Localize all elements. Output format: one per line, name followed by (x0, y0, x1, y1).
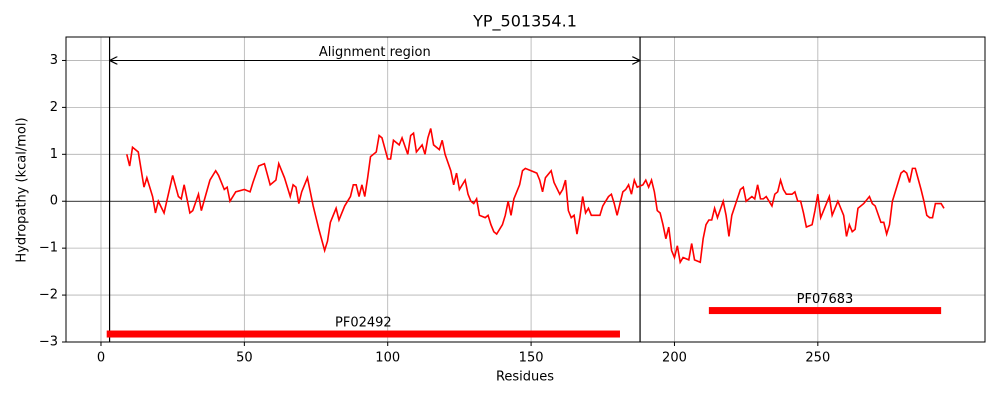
y-tick-label: 0 (50, 194, 58, 209)
y-tick-label: 3 (50, 53, 58, 68)
x-tick-label: 50 (236, 351, 253, 366)
plot-area (66, 37, 985, 342)
y-tick-label: −1 (39, 241, 58, 256)
y-tick-label: −2 (39, 288, 58, 303)
x-tick-label: 150 (519, 351, 544, 366)
chart-title: YP_501354.1 (472, 12, 577, 32)
domain-bar (106, 330, 620, 338)
y-axis-label: Hydropathy (kcal/mol) (15, 117, 30, 262)
x-tick-label: 200 (662, 351, 687, 366)
domain-bar (708, 307, 942, 315)
y-tick-label: 1 (50, 147, 58, 162)
x-tick-label: 100 (375, 351, 400, 366)
y-tick-label: −3 (39, 335, 58, 350)
domain-label: PF02492 (335, 316, 392, 331)
x-axis-label: Residues (496, 370, 554, 385)
domain-label: PF07683 (797, 292, 854, 307)
x-tick-label: 0 (97, 351, 105, 366)
plot-frame (65, 36, 986, 343)
hydropathy-line (126, 128, 945, 265)
region-label: Alignment region (319, 45, 431, 60)
x-tick-label: 250 (805, 351, 830, 366)
y-tick-label: 2 (50, 100, 58, 115)
